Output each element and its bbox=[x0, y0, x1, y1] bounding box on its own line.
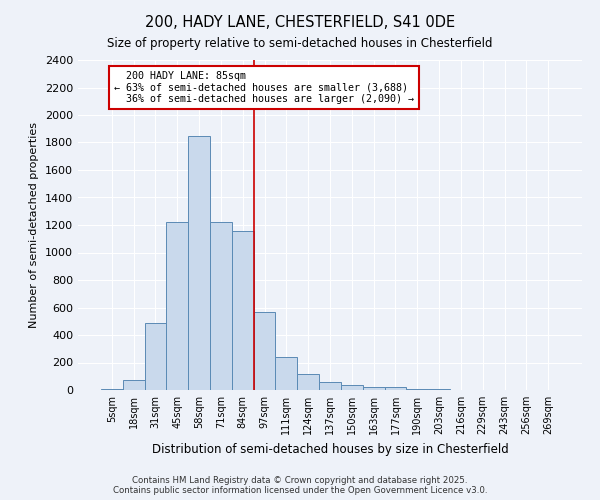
Bar bbox=[145, 322, 166, 390]
Y-axis label: Number of semi-detached properties: Number of semi-detached properties bbox=[29, 122, 40, 328]
X-axis label: Distribution of semi-detached houses by size in Chesterfield: Distribution of semi-detached houses by … bbox=[152, 442, 508, 456]
Bar bbox=[275, 357, 297, 390]
Text: Contains HM Land Registry data © Crown copyright and database right 2025.
Contai: Contains HM Land Registry data © Crown c… bbox=[113, 476, 487, 495]
Bar bbox=[341, 384, 363, 390]
Bar bbox=[297, 374, 319, 390]
Bar bbox=[363, 386, 385, 390]
Bar bbox=[385, 387, 406, 390]
Bar bbox=[254, 312, 275, 390]
Bar bbox=[188, 136, 210, 390]
Bar bbox=[232, 230, 254, 390]
Bar bbox=[406, 388, 428, 390]
Text: Size of property relative to semi-detached houses in Chesterfield: Size of property relative to semi-detach… bbox=[107, 38, 493, 51]
Bar bbox=[123, 380, 145, 390]
Bar bbox=[319, 382, 341, 390]
Text: 200 HADY LANE: 85sqm
← 63% of semi-detached houses are smaller (3,688)
  36% of : 200 HADY LANE: 85sqm ← 63% of semi-detac… bbox=[113, 71, 413, 104]
Text: 200, HADY LANE, CHESTERFIELD, S41 0DE: 200, HADY LANE, CHESTERFIELD, S41 0DE bbox=[145, 15, 455, 30]
Bar bbox=[166, 222, 188, 390]
Bar bbox=[210, 222, 232, 390]
